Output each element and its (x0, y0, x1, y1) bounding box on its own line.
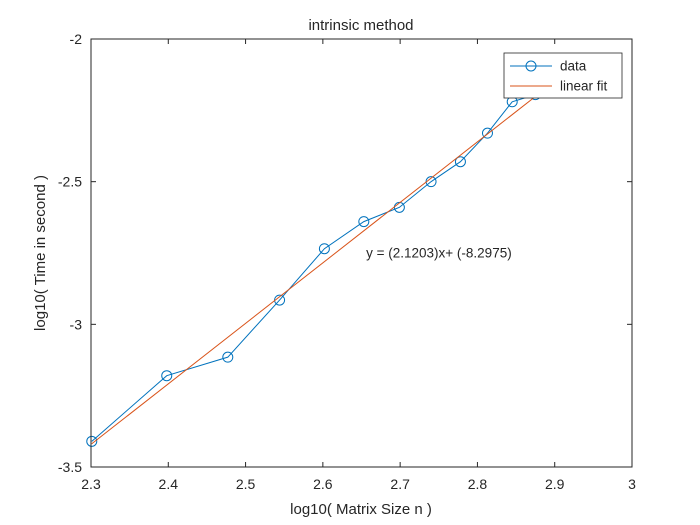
y-tick-label: -3.5 (58, 459, 82, 475)
x-tick-label: 3 (628, 476, 636, 492)
plot-area (91, 39, 632, 467)
data-point-4 (318, 243, 330, 255)
axes-box (90, 38, 633, 468)
data-point-1 (161, 370, 173, 382)
y-axis-label: log10( Time in second ) (32, 175, 49, 331)
y-tick-label: -3 (70, 316, 83, 332)
series-line-data (91, 94, 536, 442)
ticks-layer: 2.3 2.4 2.5 2.6 2.7 2.8 2.9 3 -3.5 -3 -2.5 -2 (58, 31, 636, 492)
data-point-5 (358, 216, 370, 228)
legend-data-label: data (560, 59, 587, 74)
data-point-2 (222, 351, 234, 363)
data-layer (86, 89, 541, 447)
x-tick-label: 2.4 (159, 476, 179, 492)
y-tick-label: -2 (70, 31, 83, 47)
x-tick-label: 2.3 (81, 476, 101, 492)
chart-title: intrinsic method (308, 17, 413, 34)
x-tick-label: 2.7 (390, 476, 410, 492)
legend: data linear fit (503, 52, 623, 99)
y-tick-label: -2.5 (58, 174, 82, 190)
data-point-8 (454, 156, 466, 168)
fit-equation-annotation: y = (2.1203)x+ (-8.2975) (366, 245, 512, 260)
legend-fit-label: linear fit (560, 79, 608, 94)
x-tick-label: 2.9 (545, 476, 565, 492)
legend-box (503, 52, 623, 99)
x-tick-label: 2.6 (313, 476, 333, 492)
data-point-0 (86, 435, 98, 447)
series-line-linear-fit (91, 96, 536, 445)
data-point-9 (481, 127, 493, 139)
legend-data-marker (525, 60, 537, 72)
x-axis-label: log10( Matrix Size n ) (290, 501, 432, 518)
x-tick-label: 2.8 (468, 476, 488, 492)
x-tick-label: 2.5 (236, 476, 256, 492)
